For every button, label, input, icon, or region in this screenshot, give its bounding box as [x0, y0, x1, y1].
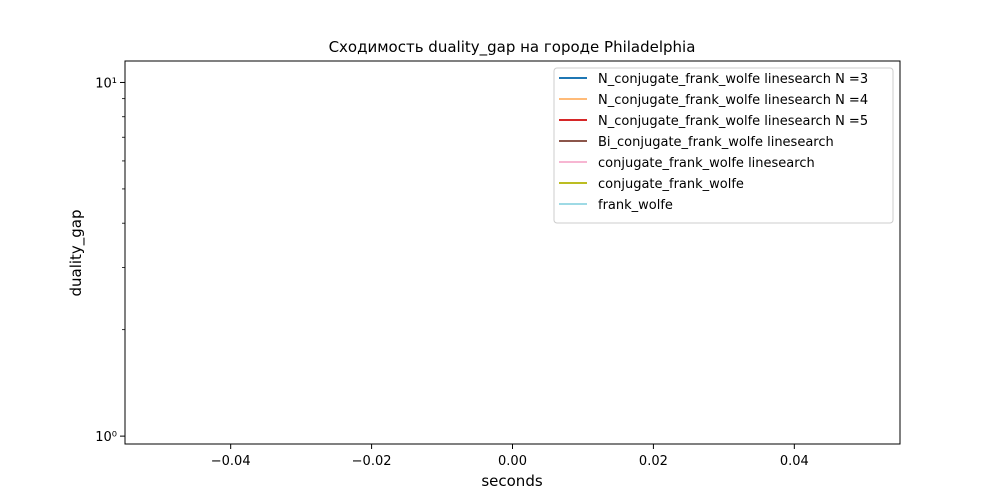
legend: N_conjugate_frank_wolfe linesearch N =3 N… — [553, 67, 894, 224]
x-tick-label: −0.04 — [211, 454, 251, 469]
legend-label: N_conjugate_frank_wolfe linesearch N =3 — [598, 72, 868, 87]
legend-label: N_conjugate_frank_wolfe linesearch N =4 — [598, 93, 868, 108]
legend-label: conjugate_frank_wolfe — [598, 177, 744, 192]
legend-label: conjugate_frank_wolfe linesearch — [598, 156, 815, 171]
legend-label: frank_wolfe — [598, 198, 673, 213]
legend-label: Bi_conjugate_frank_wolfe linesearch — [598, 135, 834, 150]
y-tick-label: 10¹ — [95, 76, 117, 91]
x-tick-label: 0.02 — [639, 454, 668, 469]
legend-label: N_conjugate_frank_wolfe linesearch N =5 — [598, 114, 868, 129]
chart-title: Сходимость duality_gap на городе Philade… — [329, 38, 696, 57]
y-tick-label: 10⁰ — [95, 430, 117, 445]
x-axis: −0.04 −0.02 0.00 0.02 0.04 — [211, 444, 809, 469]
x-tick-label: 0.00 — [498, 454, 527, 469]
x-tick-label: 0.04 — [780, 454, 809, 469]
y-axis-label: duality_gap — [67, 209, 86, 296]
x-axis-label: seconds — [481, 472, 542, 490]
legend-box — [553, 67, 894, 224]
x-tick-label: −0.02 — [352, 454, 392, 469]
y-axis: 10⁰ 10¹ — [95, 76, 125, 445]
